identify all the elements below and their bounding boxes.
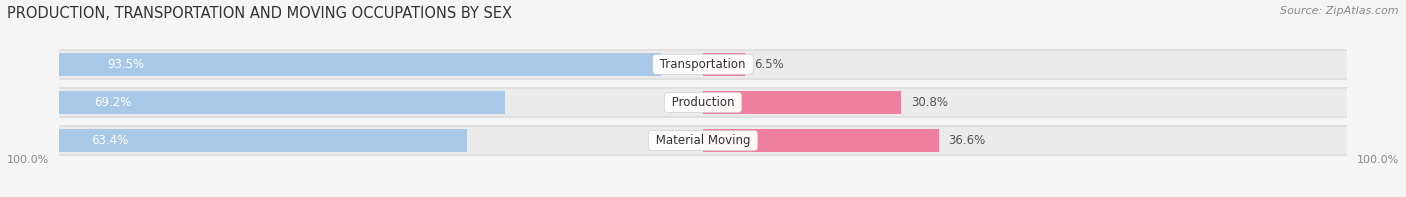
Text: Material Moving: Material Moving: [652, 134, 754, 147]
Text: Source: ZipAtlas.com: Source: ZipAtlas.com: [1281, 6, 1399, 16]
Bar: [59, 91, 505, 114]
Bar: [59, 125, 1347, 156]
Text: 6.5%: 6.5%: [755, 58, 785, 71]
Bar: [59, 51, 1347, 78]
Text: Transportation: Transportation: [657, 58, 749, 71]
Bar: [703, 91, 901, 114]
Bar: [59, 89, 1347, 116]
Text: Production: Production: [668, 96, 738, 109]
Bar: [59, 53, 661, 76]
Text: 100.0%: 100.0%: [7, 155, 49, 165]
Bar: [59, 87, 1347, 118]
Bar: [703, 129, 939, 152]
Text: 100.0%: 100.0%: [1357, 155, 1399, 165]
Text: 30.8%: 30.8%: [911, 96, 948, 109]
Bar: [59, 127, 1347, 154]
Bar: [59, 49, 1347, 80]
Bar: [59, 129, 467, 152]
Text: 36.6%: 36.6%: [949, 134, 986, 147]
Bar: [703, 53, 745, 76]
Text: 93.5%: 93.5%: [107, 58, 143, 71]
Text: PRODUCTION, TRANSPORTATION AND MOVING OCCUPATIONS BY SEX: PRODUCTION, TRANSPORTATION AND MOVING OC…: [7, 6, 512, 21]
Text: 69.2%: 69.2%: [94, 96, 132, 109]
Text: 63.4%: 63.4%: [91, 134, 128, 147]
